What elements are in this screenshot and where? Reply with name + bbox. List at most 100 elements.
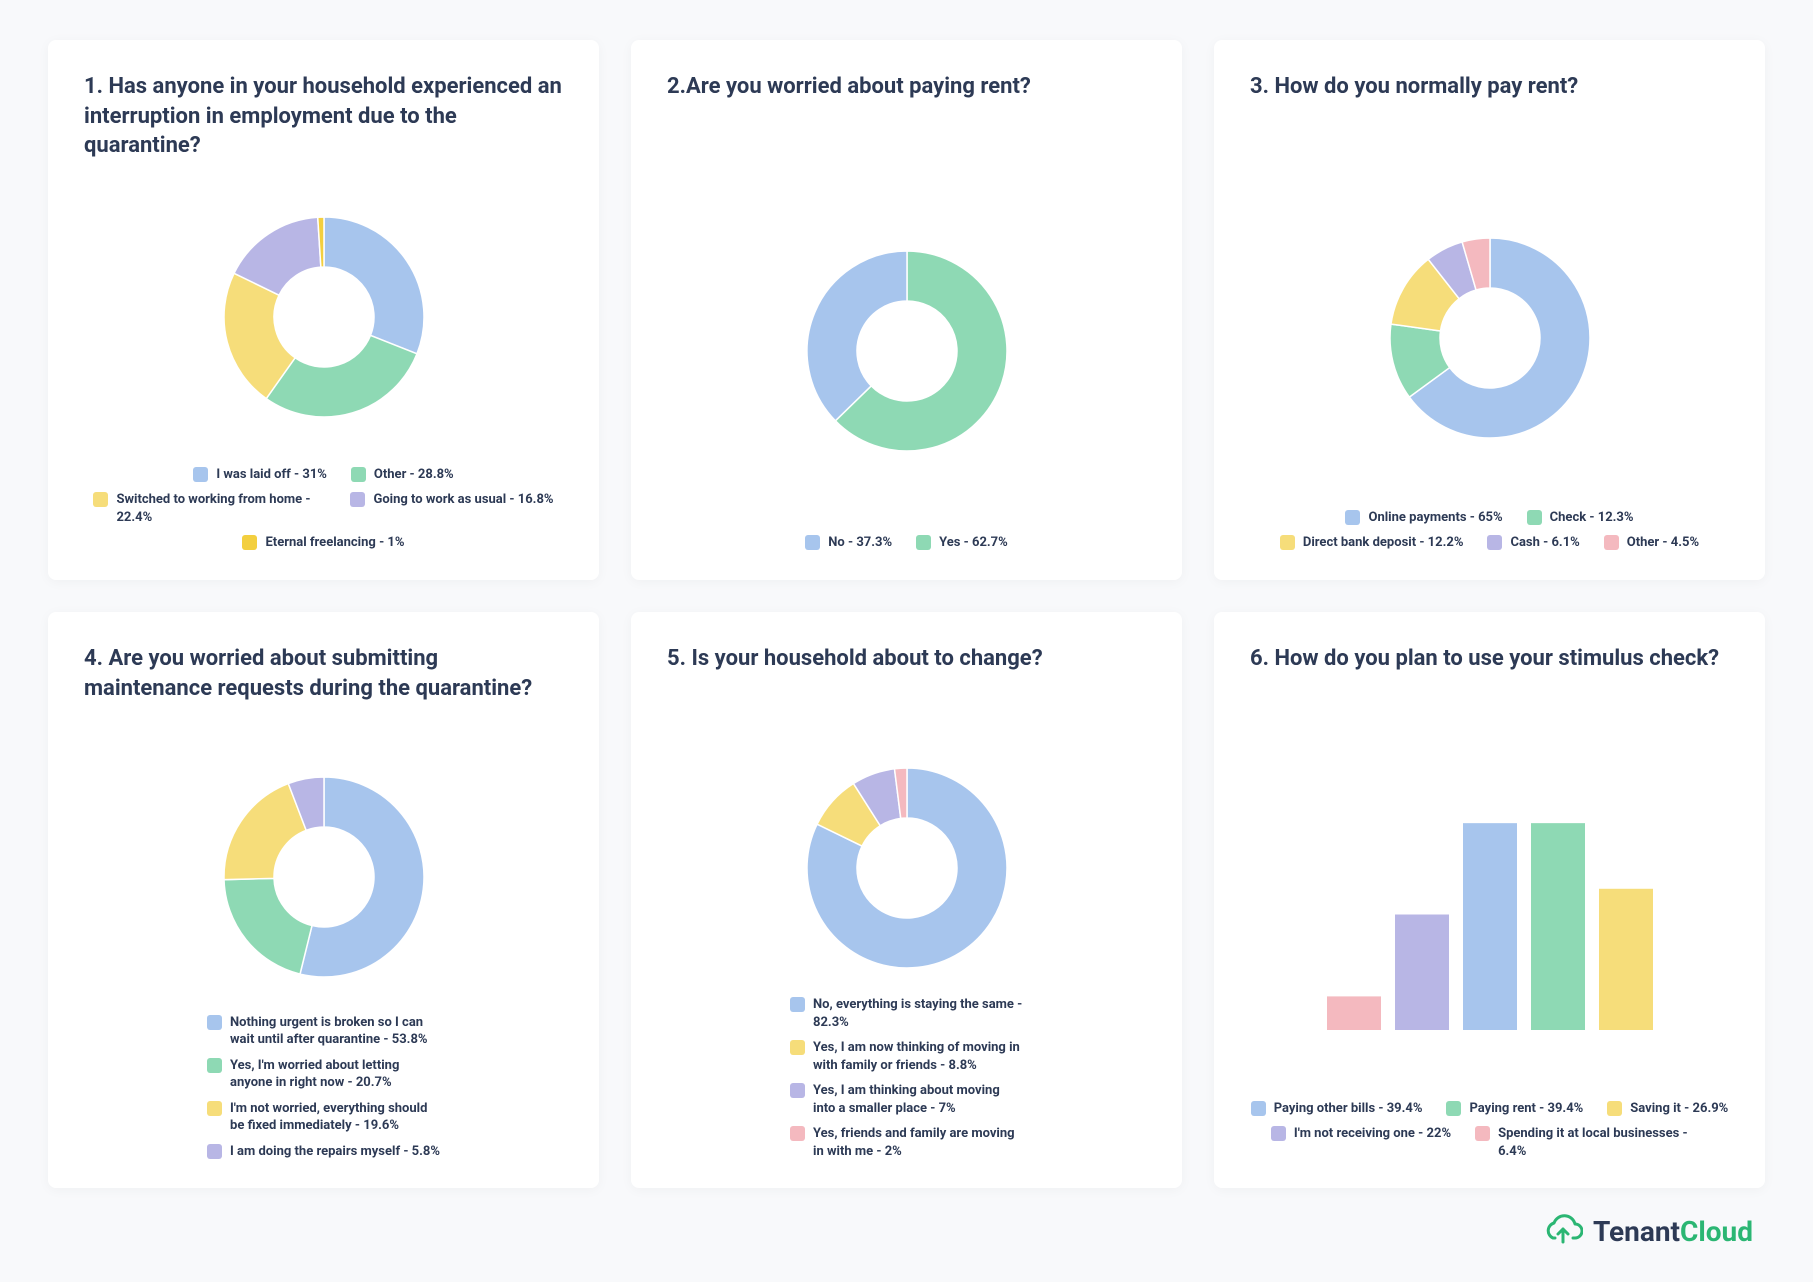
legend-swatch <box>790 1083 805 1098</box>
legend-swatch <box>1251 1101 1266 1116</box>
card-title: 6. How do you plan to use your stimulus … <box>1250 644 1729 736</box>
legend-label: Cash - 6.1% <box>1510 534 1579 552</box>
legend-item: Yes, I'm worried about letting anyone in… <box>207 1057 440 1092</box>
legend-swatch <box>1475 1126 1490 1141</box>
legend-swatch <box>1271 1126 1286 1141</box>
legend-swatch <box>1280 535 1295 550</box>
legend: Paying other bills - 39.4% Paying rent -… <box>1250 1100 1729 1161</box>
legend-swatch <box>1527 510 1542 525</box>
bar <box>1327 996 1381 1030</box>
donut-slice <box>266 335 417 417</box>
donut-chart <box>1386 234 1594 442</box>
legend-label: I'm not worried, everything should be fi… <box>230 1100 440 1135</box>
legend-swatch <box>351 467 366 482</box>
legend-swatch <box>207 1058 222 1073</box>
legend-swatch <box>207 1144 222 1159</box>
legend-item: I'm not receiving one - 22% <box>1271 1125 1451 1160</box>
bar <box>1531 823 1585 1030</box>
survey-card: 3. How do you normally pay rent? Online … <box>1214 40 1765 580</box>
chart-area <box>667 184 1146 526</box>
footer: TenantCloud <box>48 1188 1765 1258</box>
legend-label: Yes, I am thinking about moving into a s… <box>813 1082 1023 1117</box>
legend-swatch <box>1604 535 1619 550</box>
legend-item: No, everything is staying the same - 82.… <box>790 996 1023 1031</box>
legend-swatch <box>790 1040 805 1055</box>
bar-chart <box>1310 810 1670 1030</box>
legend-item: Saving it - 26.9% <box>1607 1100 1728 1118</box>
legend-swatch <box>1487 535 1502 550</box>
legend-label: Paying other bills - 39.4% <box>1274 1100 1423 1118</box>
legend-item: Check - 12.3% <box>1527 509 1634 527</box>
card-title: 5. Is your household about to change? <box>667 644 1146 736</box>
legend-item: Other - 28.8% <box>351 466 454 484</box>
legend-label: Nothing urgent is broken so I can wait u… <box>230 1014 440 1049</box>
donut-chart <box>220 213 428 421</box>
legend-item: Yes, friends and family are moving in wi… <box>790 1125 1023 1160</box>
chart-area <box>1250 756 1729 1092</box>
donut-chart <box>803 764 1011 972</box>
cloud-upload-icon <box>1543 1212 1583 1250</box>
chart-area <box>84 756 563 1006</box>
survey-card: 5. Is your household about to change? No… <box>631 612 1182 1188</box>
legend-swatch <box>916 535 931 550</box>
legend-item: I was laid off - 31% <box>193 466 327 484</box>
chart-area <box>1250 184 1729 501</box>
legend-label: Other - 4.5% <box>1627 534 1699 552</box>
legend-label: No, everything is staying the same - 82.… <box>813 996 1023 1031</box>
survey-card: 6. How do you plan to use your stimulus … <box>1214 612 1765 1188</box>
dashboard-page: 1. Has anyone in your household experien… <box>0 0 1813 1282</box>
legend-item: Yes, I am now thinking of moving in with… <box>790 1039 1023 1074</box>
survey-card: 1. Has anyone in your household experien… <box>48 40 599 580</box>
legend-swatch <box>1446 1101 1461 1116</box>
legend-label: Yes, I'm worried about letting anyone in… <box>230 1057 440 1092</box>
legend-item: Yes, I am thinking about moving into a s… <box>790 1082 1023 1117</box>
card-title: 2.Are you worried about paying rent? <box>667 72 1146 164</box>
legend-item: Nothing urgent is broken so I can wait u… <box>207 1014 440 1049</box>
legend: Nothing urgent is broken so I can wait u… <box>84 1014 563 1161</box>
legend-label: Switched to working from home - 22.4% <box>116 491 326 526</box>
legend-swatch <box>350 492 365 507</box>
card-title: 3. How do you normally pay rent? <box>1250 72 1729 164</box>
legend-item: No - 37.3% <box>805 534 892 552</box>
legend-item: Paying other bills - 39.4% <box>1251 1100 1423 1118</box>
cards-grid: 1. Has anyone in your household experien… <box>48 40 1765 1188</box>
legend-label: I was laid off - 31% <box>216 466 327 484</box>
legend: Online payments - 65% Check - 12.3% Dire… <box>1250 509 1729 552</box>
legend-label: Direct bank deposit - 12.2% <box>1303 534 1464 552</box>
legend-label: Check - 12.3% <box>1550 509 1634 527</box>
legend-label: No - 37.3% <box>828 534 892 552</box>
legend-swatch <box>1607 1101 1622 1116</box>
legend-item: Going to work as usual - 16.8% <box>350 491 553 526</box>
legend-swatch <box>1345 510 1360 525</box>
legend-label: Going to work as usual - 16.8% <box>373 491 553 509</box>
legend-item: Direct bank deposit - 12.2% <box>1280 534 1464 552</box>
legend-item: Yes - 62.7% <box>916 534 1008 552</box>
card-title: 1. Has anyone in your household experien… <box>84 72 563 164</box>
legend-item: Online payments - 65% <box>1345 509 1502 527</box>
legend-swatch <box>242 535 257 550</box>
legend-item: I'm not worried, everything should be fi… <box>207 1100 440 1135</box>
legend-label: I'm not receiving one - 22% <box>1294 1125 1451 1143</box>
legend-item: I am doing the repairs myself - 5.8% <box>207 1143 440 1161</box>
legend-item: Switched to working from home - 22.4% <box>93 491 326 526</box>
legend-label: Saving it - 26.9% <box>1630 1100 1728 1118</box>
legend-swatch <box>93 492 108 507</box>
legend-item: Paying rent - 39.4% <box>1446 1100 1583 1118</box>
bar <box>1599 889 1653 1030</box>
survey-card: 2.Are you worried about paying rent? No … <box>631 40 1182 580</box>
legend-item: Eternal freelancing - 1% <box>242 534 404 552</box>
brand-text: TenantCloud <box>1593 1215 1753 1248</box>
legend-swatch <box>207 1015 222 1030</box>
legend-label: Yes, friends and family are moving in wi… <box>813 1125 1023 1160</box>
legend-item: Spending it at local businesses - 6.4% <box>1475 1125 1708 1160</box>
legend-label: Yes, I am now thinking of moving in with… <box>813 1039 1023 1074</box>
legend: No, everything is staying the same - 82.… <box>667 996 1146 1160</box>
bar <box>1395 914 1449 1030</box>
legend-swatch <box>207 1101 222 1116</box>
chart-area <box>84 184 563 458</box>
brand-text-accent: Cloud <box>1680 1215 1753 1248</box>
legend-swatch <box>193 467 208 482</box>
donut-slice <box>324 217 424 354</box>
legend: No - 37.3% Yes - 62.7% <box>667 534 1146 552</box>
legend-label: Online payments - 65% <box>1368 509 1502 527</box>
